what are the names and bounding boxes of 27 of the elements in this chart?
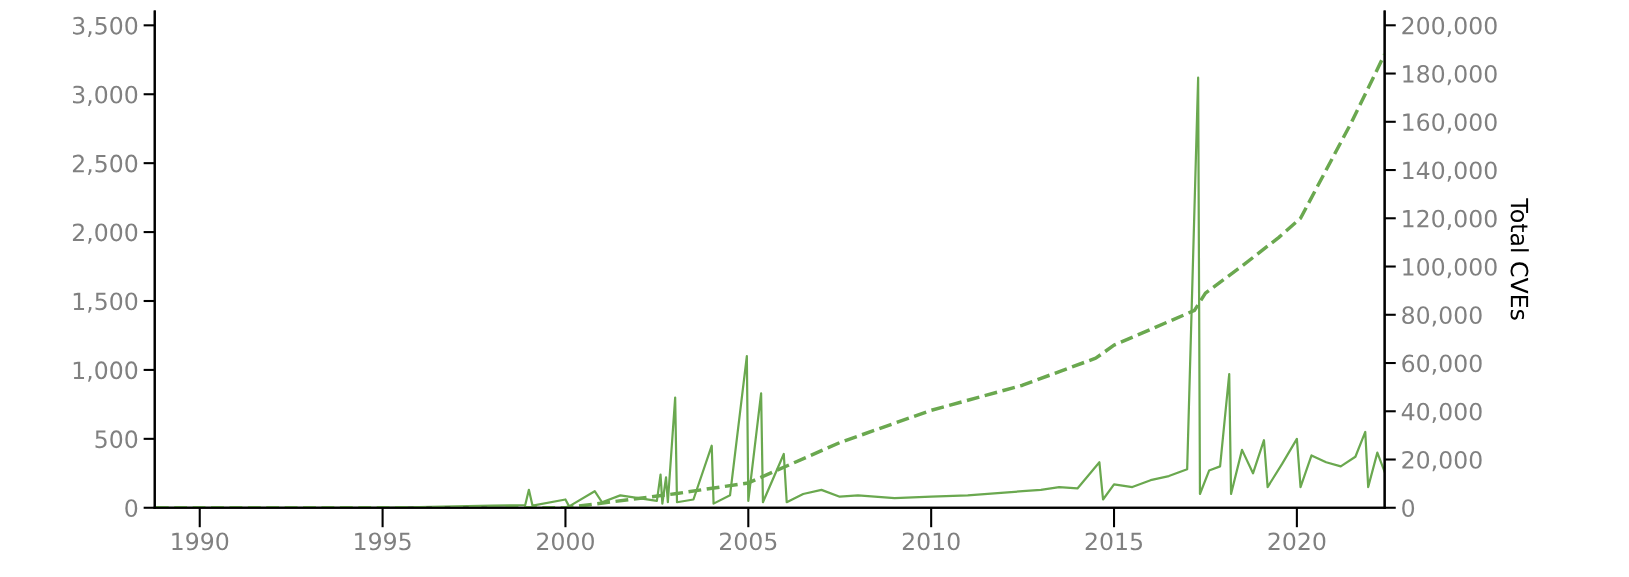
y2-tick-label: 60,000 (1402, 354, 1482, 375)
y2-tick-label: 180,000 (1403, 64, 1497, 86)
y2-tick-label: 0 (1402, 499, 1415, 518)
y2-tick-label: 80,000 (1402, 306, 1482, 327)
y-tick-label: 3,000 (72, 85, 138, 106)
y-tick-label: 1,000 (73, 361, 138, 382)
y2-tick-label: 100,000 (1403, 257, 1497, 279)
y-tick-label: 500 (95, 430, 138, 449)
y2-tick-label: 120,000 (1403, 209, 1497, 230)
x-tick-label: 2015 (1085, 532, 1142, 551)
x-tick-label: 2000 (537, 532, 594, 551)
y2-tick-label: 40,000 (1401, 402, 1482, 423)
y-tick-label: 2,500 (72, 154, 138, 175)
x-tick-label: 1990 (172, 532, 229, 551)
y2-tick-label: 140,000 (1403, 161, 1497, 182)
y-tick-label: 2,000 (72, 223, 138, 244)
x-tick-label: 1995 (355, 532, 411, 551)
x-tick-label: 2005 (719, 532, 777, 551)
y2-axis-title: Total CVEs (1510, 198, 1529, 320)
y2-tick-label: 200,000 (1402, 16, 1497, 38)
x-tick-label: 2010 (902, 532, 960, 551)
y2-tick-label: 20,000 (1402, 450, 1482, 472)
x-tick-label: 2020 (1268, 532, 1326, 551)
y-tick-label: 1,500 (73, 292, 138, 313)
y2-tick-label: 160,000 (1403, 113, 1497, 134)
y-tick-label: 3,500 (72, 16, 138, 38)
y-tick-label: 0 (125, 499, 138, 518)
